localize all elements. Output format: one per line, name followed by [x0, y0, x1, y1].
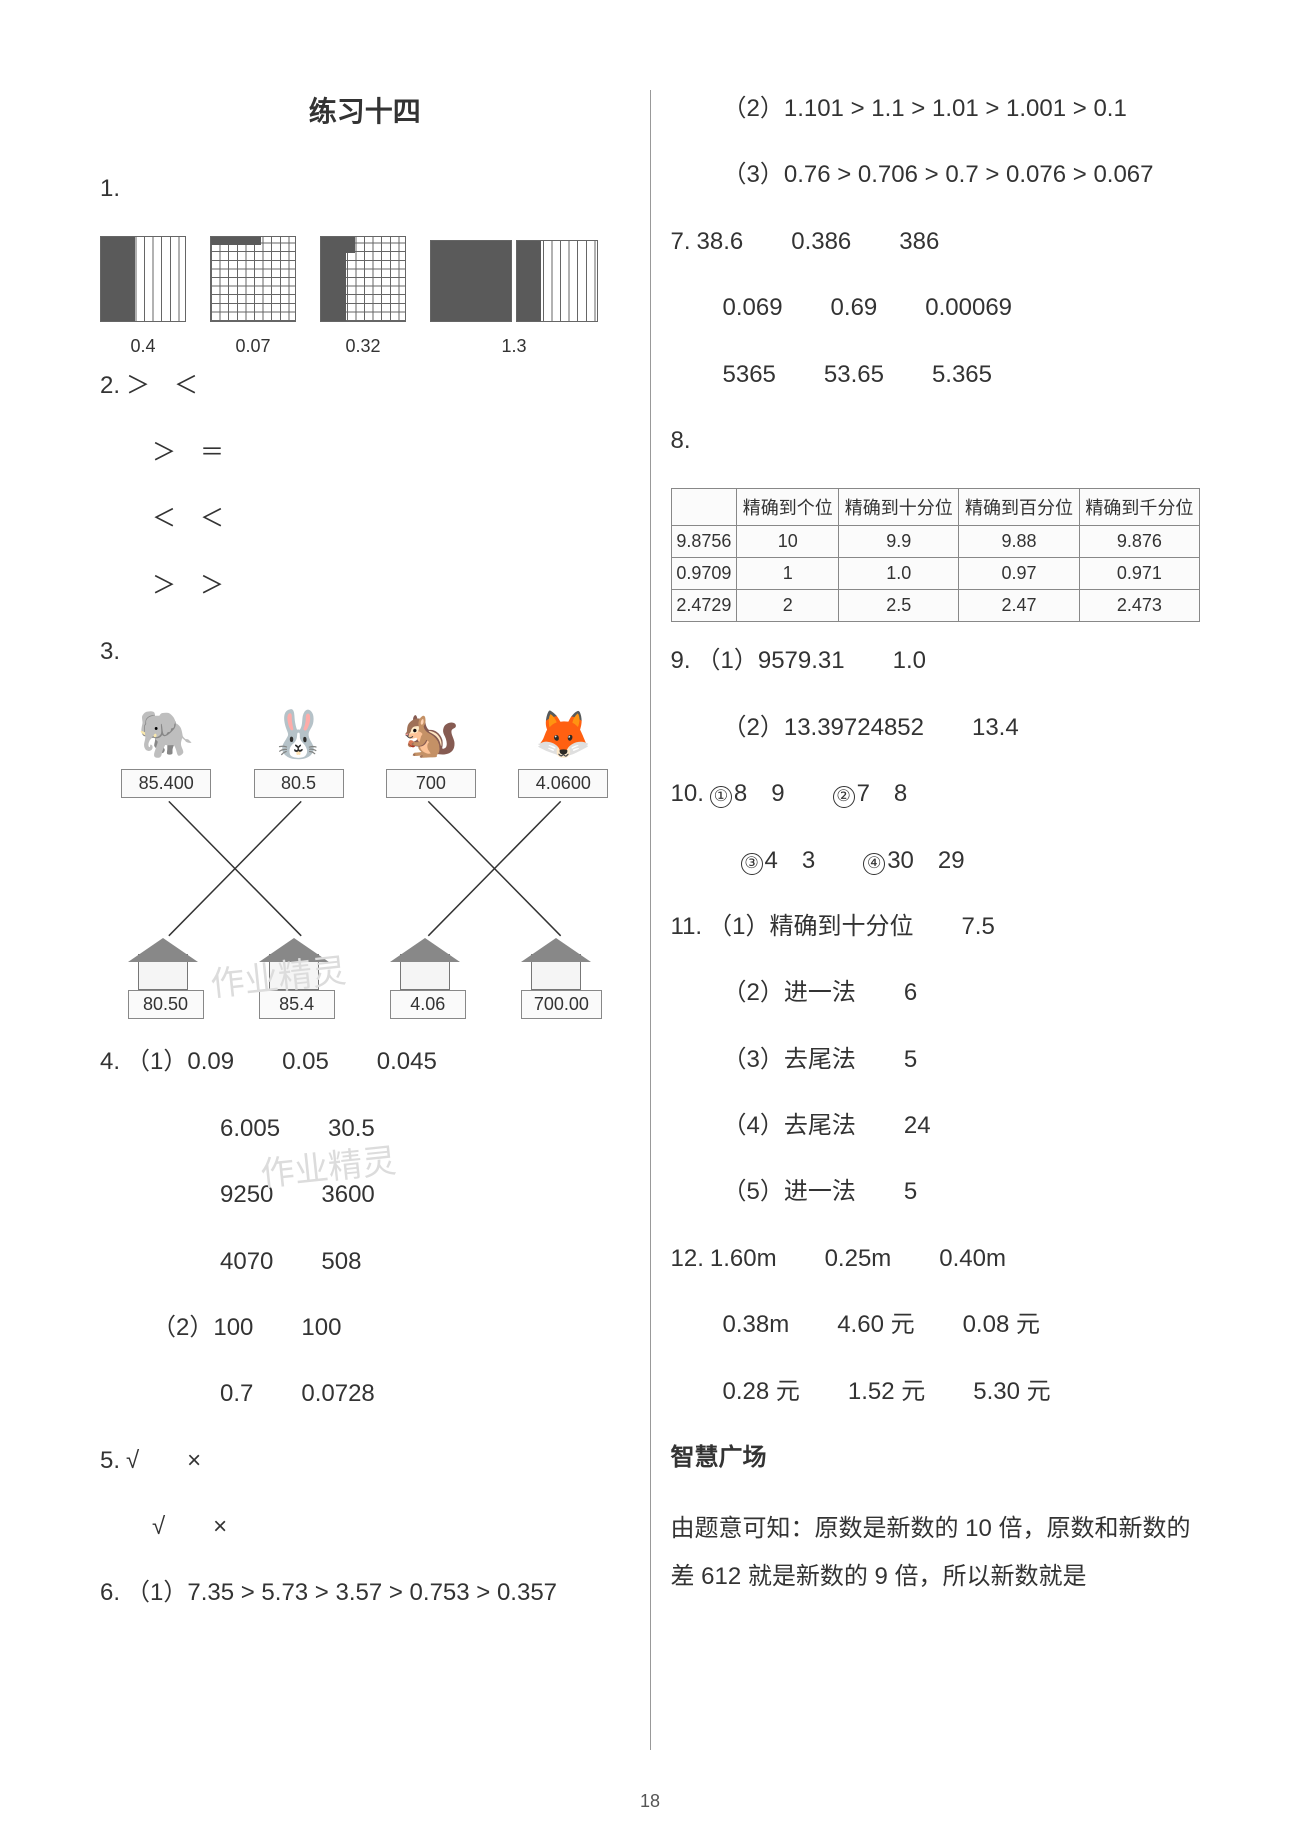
q7-row: 0.069 0.69 0.00069 — [671, 289, 1201, 327]
q12-row: 0.28 元 1.52 元 5.30 元 — [671, 1373, 1201, 1411]
left-column: 练习十四 1. 0.4 0.07 0.32 1.3 — [80, 90, 651, 1750]
square-whole — [430, 240, 512, 322]
table-row: 2.472922.52.472.473 — [671, 590, 1200, 622]
q1-cap-4: 1.3 — [501, 336, 526, 357]
q11-row: （5）进一法 5 — [671, 1173, 1201, 1211]
house-icon — [128, 938, 198, 990]
q7-row: 7.38.6 0.386 386 — [671, 223, 1201, 261]
table-header — [671, 489, 737, 526]
q1-fig-4: 1.3 — [430, 240, 598, 357]
q1-figures: 0.4 0.07 0.32 1.3 — [100, 236, 630, 357]
table-row: 0.970911.00.970.971 — [671, 558, 1200, 590]
square-tenths — [516, 240, 598, 322]
q2-row: ＜ ＜ — [100, 500, 630, 538]
table-header: 精确到个位 — [737, 489, 839, 526]
square-hundredths — [210, 236, 296, 322]
house-icon — [390, 938, 460, 990]
q10-row: 10.①8 9 ②7 8 — [671, 775, 1201, 813]
table-header: 精确到千分位 — [1079, 489, 1199, 526]
q2-row: 2.＞ ＜ — [100, 367, 630, 405]
q11-row: （2）进一法 6 — [671, 974, 1201, 1012]
q1-fig-3: 0.32 — [320, 236, 406, 357]
q1-cap-2: 0.07 — [235, 336, 270, 357]
circle-number: ② — [833, 786, 855, 808]
q1-cap-3: 0.32 — [345, 336, 380, 357]
circle-number: ④ — [863, 853, 885, 875]
q1-cap-1: 0.4 — [130, 336, 155, 357]
page: 练习十四 1. 0.4 0.07 0.32 1.3 — [80, 90, 1220, 1750]
zhgc-title: 智慧广场 — [671, 1439, 1201, 1477]
q1-fig-2: 0.07 — [210, 236, 296, 357]
page-number: 18 — [640, 1791, 660, 1812]
section-title: 练习十四 — [100, 90, 630, 130]
house-card: 4.06 — [390, 938, 466, 1019]
house-card: 700.00 — [521, 938, 602, 1019]
house-card: 80.50 — [128, 938, 204, 1019]
table-header-row: 精确到个位 精确到十分位 精确到百分位 精确到千分位 — [671, 489, 1200, 526]
rounding-table: 精确到个位 精确到十分位 精确到百分位 精确到千分位 9.8756109.99.… — [671, 488, 1201, 622]
q4-row: （2）100 100 — [100, 1309, 630, 1347]
q11-row: （3）去尾法 5 — [671, 1041, 1201, 1079]
q4-row: 4070 508 — [100, 1243, 630, 1281]
q9-row: 9.（1）9579.31 1.0 — [671, 642, 1201, 680]
circle-number: ① — [710, 786, 732, 808]
q12-row: 0.38m 4.60 元 0.08 元 — [671, 1306, 1201, 1344]
q6-row: （3）0.76 > 0.706 > 0.7 > 0.076 > 0.067 — [671, 156, 1201, 194]
house-card: 85.4 — [259, 938, 335, 1019]
q4-row: 6.005 30.5 — [100, 1110, 630, 1148]
square-hundredths — [320, 236, 406, 322]
q5-row: 5.√ × — [100, 1442, 630, 1480]
table-header: 精确到百分位 — [959, 489, 1079, 526]
q1-fig-1: 0.4 — [100, 236, 186, 357]
q3-number: 3. — [100, 633, 630, 671]
q4-row: 4.（1）0.09 0.05 0.045 — [100, 1043, 630, 1081]
q5-row: √ × — [100, 1508, 630, 1546]
q4-row: 0.7 0.0728 — [100, 1375, 630, 1413]
right-column: （2）1.101 > 1.1 > 1.01 > 1.001 > 0.1 （3）0… — [651, 90, 1221, 1750]
q2-row: ＞ ＝ — [100, 434, 630, 472]
q8-number: 8. — [671, 422, 1201, 460]
q4-row: 9250 3600 — [100, 1176, 630, 1214]
q11-row: （4）去尾法 24 — [671, 1107, 1201, 1145]
q6-row: 6.（1）7.35 > 5.73 > 3.57 > 0.753 > 0.357 — [100, 1574, 630, 1612]
q12-row: 12.1.60m 0.25m 0.40m — [671, 1240, 1201, 1278]
q3-matching: 🐘85.400 🐰80.5 🐿️700 🦊4.0600 80.50 85.4 4… — [100, 699, 630, 1019]
q7-row: 5365 53.65 5.365 — [671, 356, 1201, 394]
q11-row: 11.（1）精确到十分位 7.5 — [671, 908, 1201, 946]
table-header: 精确到十分位 — [839, 489, 959, 526]
circle-number: ③ — [741, 853, 763, 875]
house-icon — [521, 938, 591, 990]
house-icon — [259, 938, 329, 990]
zhgc-text: 由题意可知：原数是新数的 10 倍，原数和新数的差 612 就是新数的 9 倍，… — [671, 1505, 1201, 1601]
square-tenths — [100, 236, 186, 322]
q2-row: ＞ ＞ — [100, 567, 630, 605]
q6-row: （2）1.101 > 1.1 > 1.01 > 1.001 > 0.1 — [671, 90, 1201, 128]
q9-row: （2）13.39724852 13.4 — [671, 709, 1201, 747]
q10-row: ③4 3 ④30 29 — [671, 842, 1201, 880]
table-row: 9.8756109.99.889.876 — [671, 526, 1200, 558]
q1-number: 1. — [100, 170, 630, 208]
